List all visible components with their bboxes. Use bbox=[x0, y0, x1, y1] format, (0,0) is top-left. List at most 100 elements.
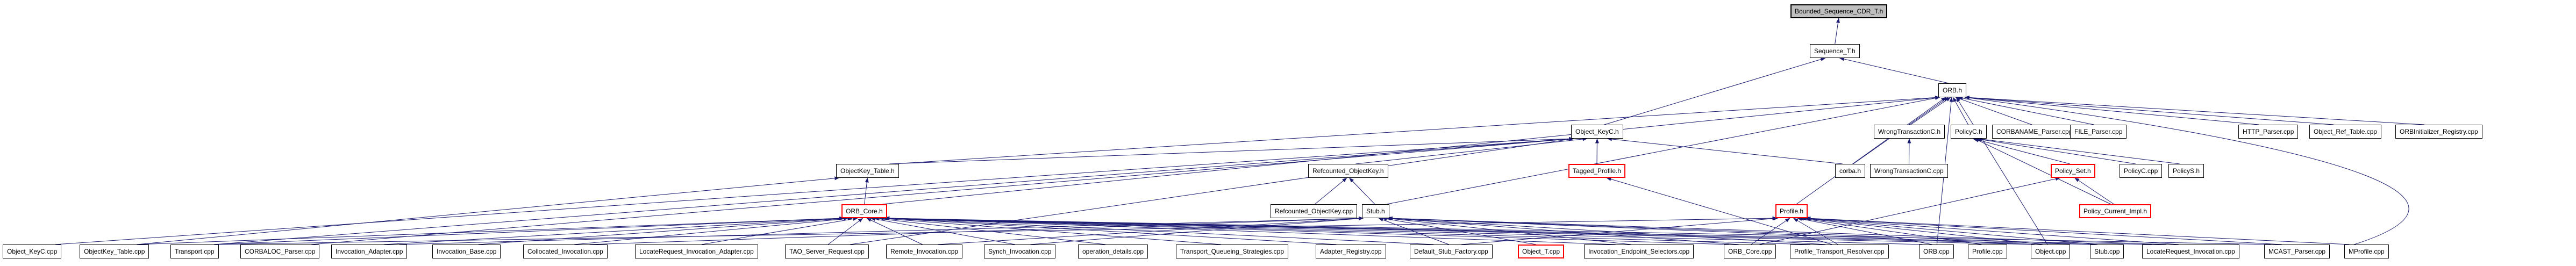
include-edge bbox=[1387, 216, 2167, 245]
graph-node-object-ref-table-cpp[interactable]: Object_Ref_Table.cpp bbox=[2309, 125, 2382, 139]
include-edge bbox=[1956, 97, 2048, 245]
graph-node-default-stub-factory-cpp[interactable]: Default_Stub_Factory.cpp bbox=[1410, 245, 1493, 258]
include-edge bbox=[1972, 138, 2070, 164]
graph-node-mprofile-cpp[interactable]: MProfile.cpp bbox=[2344, 245, 2389, 258]
graph-node-file-parser-cpp[interactable]: FILE_Parser.cpp bbox=[2070, 125, 2127, 139]
include-edge bbox=[884, 216, 2094, 245]
graph-node-policyc-cpp[interactable]: PolicyC.cpp bbox=[2120, 164, 2163, 178]
graph-node-remote-invocation-cpp[interactable]: Remote_Invocation.cpp bbox=[886, 245, 963, 258]
graph-node-object-keyc-h[interactable]: Object_KeyC.h bbox=[1571, 125, 1623, 139]
graph-node-orb-core-cpp[interactable]: ORB_Core.cpp bbox=[1724, 245, 1776, 258]
graph-node-adapter-registry-cpp[interactable]: Adapter_Registry.cpp bbox=[1316, 245, 1386, 258]
include-edge bbox=[384, 216, 845, 245]
include-edge bbox=[827, 218, 864, 245]
include-edge bbox=[1604, 57, 1826, 125]
graph-node-policys-h[interactable]: PolicyS.h bbox=[2168, 164, 2204, 178]
include-edge bbox=[883, 216, 1337, 245]
graph-node-orb-h[interactable]: ORB.h bbox=[1938, 83, 1967, 97]
graph-node-policyc-h[interactable]: PolicyC.h bbox=[1951, 125, 1987, 139]
graph-node-invocation-adapter-cpp[interactable]: Invocation_Adapter.cpp bbox=[331, 245, 408, 258]
include-edge bbox=[1955, 97, 2032, 125]
graph-node-http-parser-cpp[interactable]: HTTP_Parser.cpp bbox=[2238, 125, 2299, 139]
include-edge bbox=[478, 217, 849, 245]
graph-node-corbaloc-parser-cpp[interactable]: CORBALOC_Parser.cpp bbox=[240, 245, 320, 258]
include-edge bbox=[55, 137, 1574, 245]
include-edge bbox=[884, 216, 1616, 245]
include-edge bbox=[213, 216, 1778, 245]
graph-node-invocation-base-cpp[interactable]: Invocation_Base.cpp bbox=[432, 245, 501, 258]
include-edge bbox=[879, 217, 1222, 245]
include-edge bbox=[1387, 217, 1739, 245]
graph-node-object-t-cpp[interactable]: Object_T.cpp bbox=[1518, 245, 1565, 258]
include-edge bbox=[1030, 217, 1364, 245]
include-edge bbox=[1382, 217, 1536, 245]
include-edge bbox=[882, 96, 1940, 205]
include-edge bbox=[870, 217, 1015, 245]
include-edge bbox=[864, 177, 869, 205]
graph-node-object-keyc-cpp[interactable]: Object_KeyC.cpp bbox=[3, 245, 62, 258]
include-edge bbox=[137, 216, 844, 245]
graph-node-profile-transport-resolver-cpp[interactable]: Profile_Transport_Resolver.cpp bbox=[1790, 245, 1889, 258]
graph-node-collocated-invocation-cpp[interactable]: Collocated_Invocation.cpp bbox=[523, 245, 608, 258]
graph-node-bounded-sequence-cdr-t-h: Bounded_Sequence_CDR_T.h bbox=[1790, 4, 1888, 18]
graph-node-stub-h[interactable]: Stub.h bbox=[1362, 204, 1389, 218]
graph-node-objectkey-table-cpp[interactable]: ObjectKey_Table.cpp bbox=[80, 245, 149, 258]
include-edge bbox=[1839, 57, 1949, 84]
include-edge bbox=[1355, 137, 1588, 164]
include-edge bbox=[1751, 218, 1790, 245]
include-edge bbox=[1952, 97, 1969, 125]
include-edge bbox=[399, 216, 1364, 245]
graph-node-sequence-t-h[interactable]: Sequence_T.h bbox=[1810, 44, 1860, 58]
include-edge bbox=[1607, 137, 1843, 164]
graph-node-refcounted-objectkey-h[interactable]: Refcounted_ObjectKey.h bbox=[1308, 164, 1388, 178]
include-edge bbox=[1315, 177, 1347, 205]
include-edge bbox=[1378, 218, 1449, 245]
graph-node-tagged-profile-h[interactable]: Tagged_Profile.h bbox=[1568, 164, 1626, 178]
include-edge bbox=[1799, 217, 1982, 245]
include-edge bbox=[1964, 96, 2259, 125]
graph-node-invocation-endpoint-selectors-cpp[interactable]: Invocation_Endpoint_Selectors.cpp bbox=[1584, 245, 1694, 258]
include-edge bbox=[884, 216, 2035, 245]
include-edge bbox=[850, 137, 1574, 245]
graph-node-wrongtransactionc-cpp[interactable]: WrongTransactionC.cpp bbox=[1870, 164, 1948, 178]
include-edge bbox=[884, 216, 1434, 245]
include-edge bbox=[1386, 96, 1940, 205]
graph-node-tao-server-request-cpp[interactable]: TAO_Server_Request.cpp bbox=[785, 245, 869, 258]
include-edge bbox=[2074, 177, 2114, 205]
graph-node-operation-details-cpp[interactable]: operation_details.cpp bbox=[1078, 245, 1148, 258]
include-edge bbox=[1796, 97, 1946, 205]
graph-node-orb-core-h[interactable]: ORB_Core.h bbox=[841, 204, 887, 218]
graph-node-profile-h[interactable]: Profile.h bbox=[1775, 204, 1808, 218]
graph-node-refcounted-objectkey-cpp[interactable]: Refcounted_ObjectKey.cpp bbox=[1271, 204, 1358, 218]
graph-node-corbaname-parser-cpp[interactable]: CORBANAME_Parser.cpp bbox=[1992, 125, 2077, 139]
include-edge bbox=[1977, 137, 2180, 164]
graph-node-profile-cpp[interactable]: Profile.cpp bbox=[1968, 245, 2007, 258]
graph-node-policy-current-impl-h[interactable]: Policy_Current_Impl.h bbox=[2079, 204, 2152, 218]
include-edge bbox=[1803, 217, 2097, 245]
graph-node-synch-invocation-cpp[interactable]: Synch_Invocation.cpp bbox=[984, 245, 1056, 258]
include-edge bbox=[1835, 18, 1840, 45]
include-edge bbox=[1797, 217, 1932, 245]
graph-node-corba-h[interactable]: corba.h bbox=[1835, 164, 1866, 178]
include-edge bbox=[1387, 216, 2035, 245]
graph-node-locaterequest-invocation-cpp[interactable]: LocateRequest_Invocation.cpp bbox=[2142, 245, 2239, 258]
graph-node-transport-queueing-strategies-cpp[interactable]: Transport_Queueing_Strategies.cpp bbox=[1176, 245, 1289, 258]
graph-node-orb-cpp[interactable]: ORB.cpp bbox=[1919, 245, 1954, 258]
graph-node-wrongtransactionc-h[interactable]: WrongTransactionC.h bbox=[1874, 125, 1945, 139]
graph-node-policy-set-h[interactable]: Policy_Set.h bbox=[2051, 164, 2095, 178]
include-edge bbox=[1806, 216, 2282, 245]
graph-node-transport-cpp[interactable]: Transport.cpp bbox=[170, 245, 219, 258]
graph-node-orbinitializer-registry-cpp[interactable]: ORBInitializer_Registry.cpp bbox=[2395, 125, 2482, 139]
include-edge bbox=[1386, 217, 1631, 245]
graph-node-objectkey-table-h[interactable]: ObjectKey_Table.h bbox=[836, 164, 899, 178]
include-edge bbox=[884, 216, 1729, 245]
graph-node-object-cpp[interactable]: Object.cpp bbox=[2031, 245, 2071, 258]
graph-node-mcast-parser-cpp[interactable]: MCAST_Parser.cpp bbox=[2264, 245, 2330, 258]
graph-node-stub-cpp[interactable]: Stub.cpp bbox=[2090, 245, 2124, 258]
include-edge bbox=[1387, 217, 1826, 245]
graph-node-locaterequest-invocation-adapter-cpp[interactable]: LocateRequest_Invocation_Adapter.cpp bbox=[635, 245, 758, 258]
include-edge bbox=[1958, 96, 2094, 125]
include-edge bbox=[1806, 217, 2179, 245]
include-edge bbox=[874, 217, 1106, 245]
